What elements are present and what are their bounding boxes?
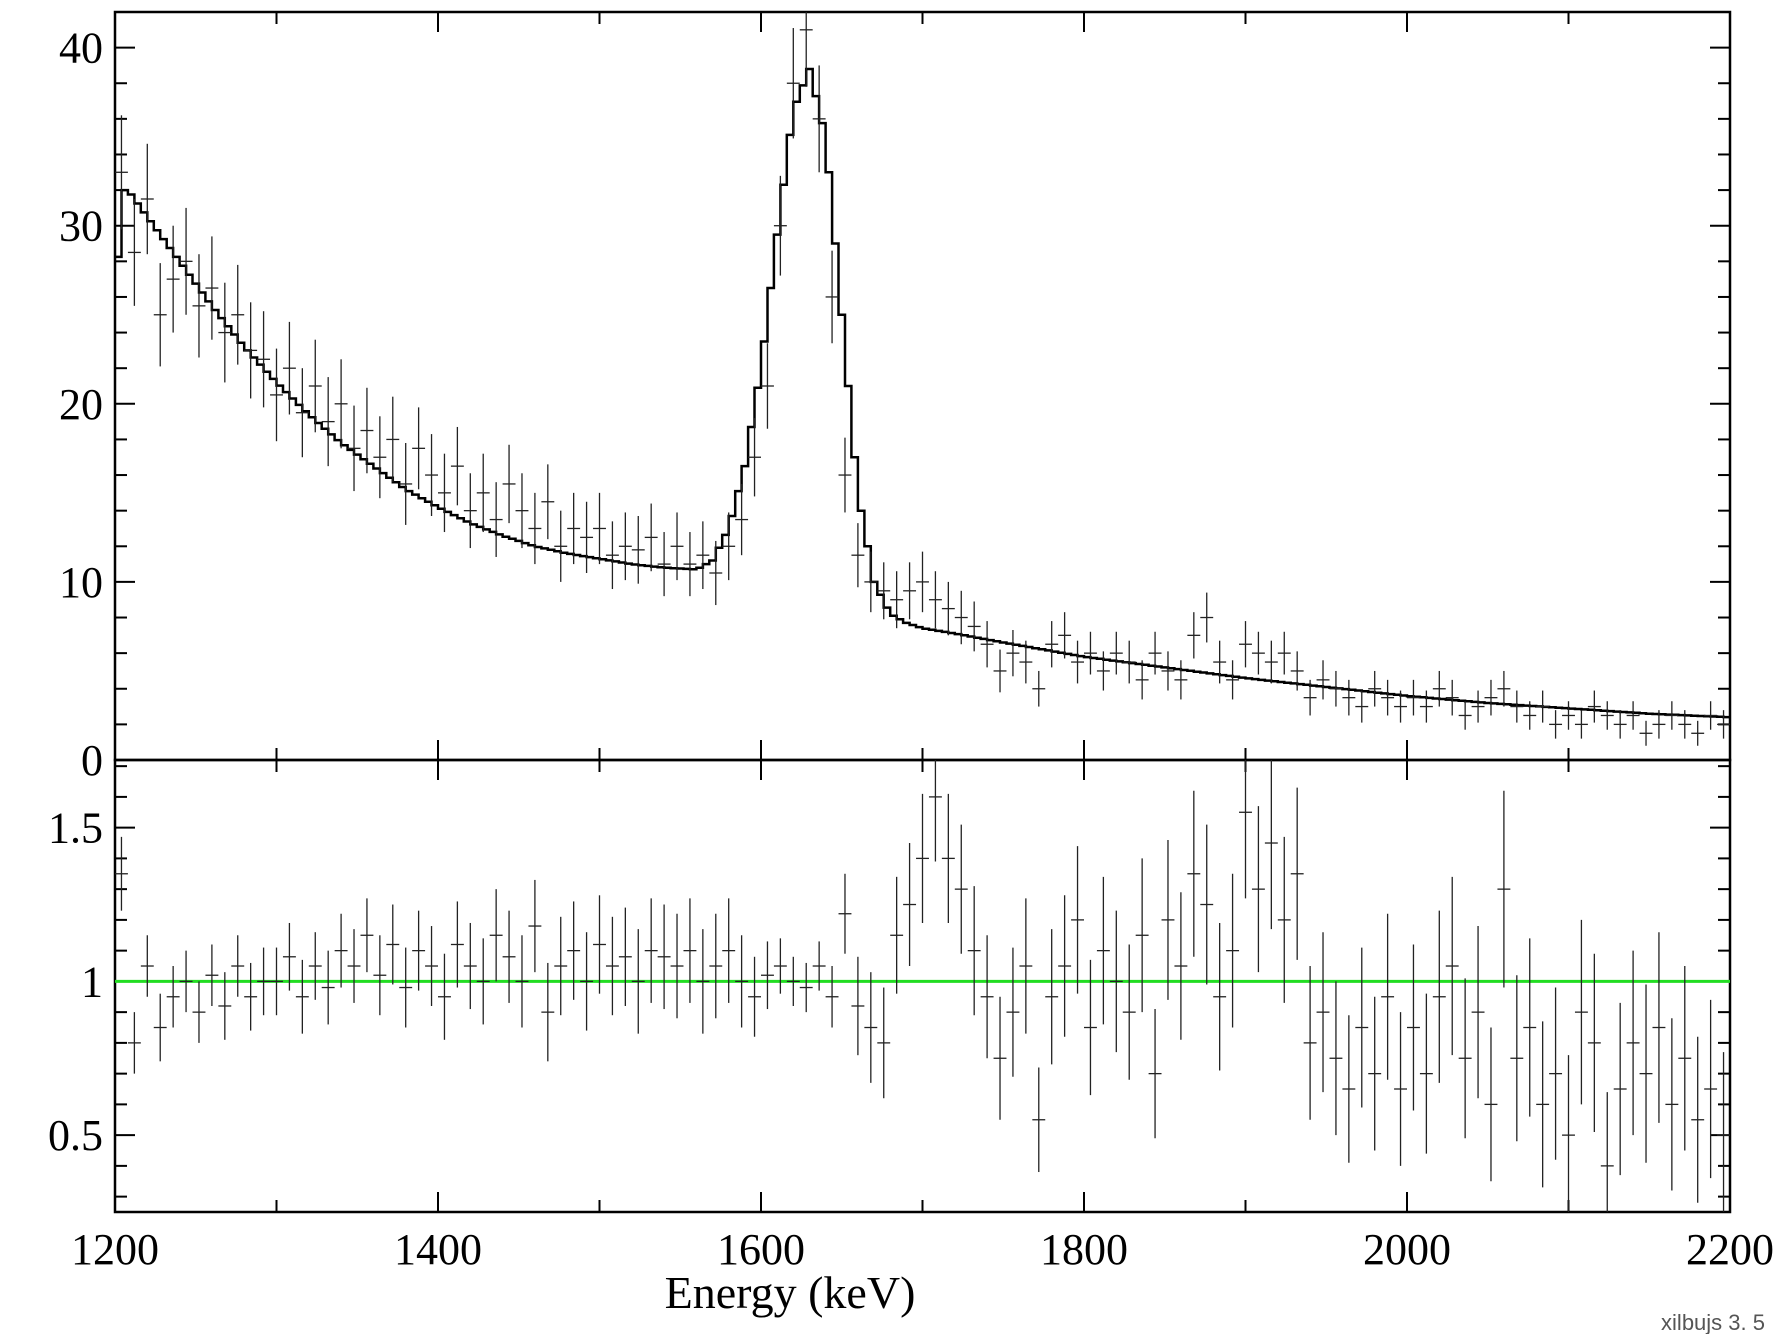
y-tick-label: 0 [81, 736, 103, 785]
plot-frame [113, 10, 1732, 762]
spectrum-panel: 0 10 20 30 40 [59, 10, 1732, 785]
y-tick-label: 1.5 [48, 804, 103, 853]
y-tick-label: 1 [81, 957, 103, 1006]
x-tick-label: 1200 [71, 1225, 159, 1274]
y-tick-label: 30 [59, 202, 103, 251]
y-tick-label: 0.5 [48, 1111, 103, 1160]
model-histogram [115, 67, 1730, 719]
y-tick-label: 10 [59, 558, 103, 607]
x-tick-label: 1600 [717, 1225, 805, 1274]
x-tick-label: 2200 [1686, 1225, 1774, 1274]
y-tick-label: 40 [59, 24, 103, 73]
x-tick-label: 1800 [1040, 1225, 1128, 1274]
x-axis-label: Energy (keV) [665, 1267, 916, 1318]
watermark-text: xilbujs 3. 5 [1661, 1310, 1765, 1334]
x-tick-label: 1400 [394, 1225, 482, 1274]
plot-area [115, 12, 1730, 746]
y-tick-label: 20 [59, 380, 103, 429]
x-tick-label: 2000 [1363, 1225, 1451, 1274]
plot-area [115, 760, 1730, 1212]
ratio-panel: 0.5 1 1.5 1200 1400 1600 1800 2000 2200 [48, 758, 1774, 1274]
